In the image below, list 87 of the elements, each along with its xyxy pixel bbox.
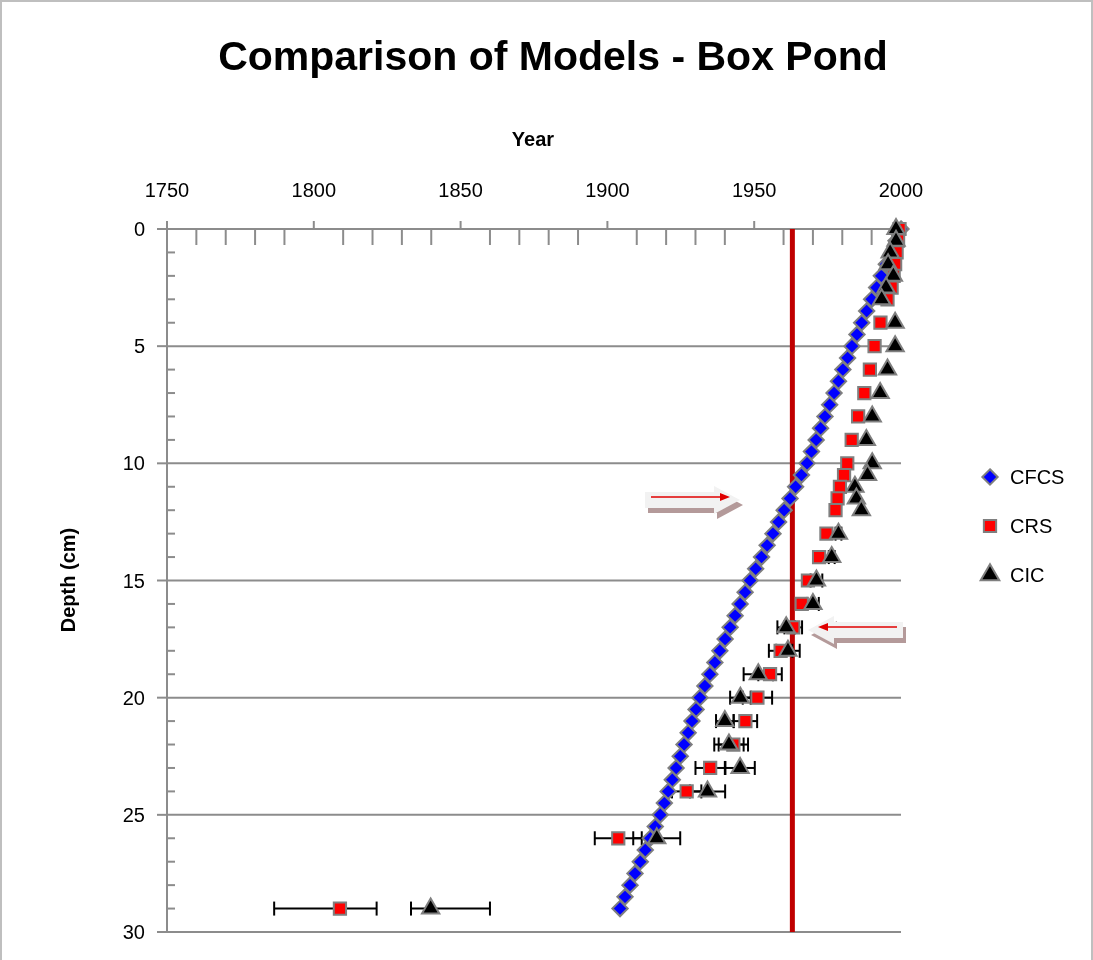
point bbox=[867, 339, 882, 354]
point bbox=[820, 396, 839, 414]
legend-label: CFCS bbox=[1010, 466, 1065, 488]
point bbox=[775, 501, 793, 519]
y-tick-label: 30 bbox=[122, 921, 145, 943]
point bbox=[750, 690, 765, 705]
point bbox=[838, 349, 857, 367]
point bbox=[747, 560, 765, 578]
point bbox=[332, 901, 348, 916]
point bbox=[706, 653, 724, 672]
y-tick-label: 0 bbox=[133, 218, 145, 240]
point bbox=[651, 806, 669, 824]
point bbox=[769, 513, 788, 531]
point bbox=[885, 335, 905, 353]
point bbox=[843, 337, 861, 355]
point bbox=[816, 407, 834, 426]
y-tick-label: 10 bbox=[122, 452, 145, 475]
point bbox=[781, 489, 799, 508]
point bbox=[738, 713, 753, 729]
y-tick-label: 20 bbox=[122, 686, 145, 709]
legend-label: CIC bbox=[1010, 564, 1045, 586]
point bbox=[675, 735, 693, 754]
x-tick-label: 1850 bbox=[438, 179, 483, 201]
point bbox=[822, 546, 842, 564]
y-tick-label: 25 bbox=[122, 803, 145, 826]
point bbox=[659, 782, 677, 801]
point bbox=[716, 630, 734, 648]
point bbox=[741, 571, 759, 590]
x-axis-title: Year bbox=[511, 128, 555, 150]
point bbox=[848, 325, 866, 344]
point bbox=[611, 899, 629, 918]
point bbox=[851, 409, 866, 424]
chart-title: Comparison of Models - Box Pond bbox=[218, 33, 888, 79]
point bbox=[626, 864, 644, 883]
point bbox=[830, 491, 845, 506]
point bbox=[611, 831, 626, 846]
point bbox=[679, 724, 697, 742]
point bbox=[862, 362, 877, 377]
point bbox=[663, 771, 681, 789]
point bbox=[752, 548, 771, 566]
point bbox=[687, 700, 705, 719]
point bbox=[703, 760, 718, 776]
point bbox=[631, 853, 649, 871]
point bbox=[679, 784, 694, 799]
point bbox=[873, 315, 888, 330]
point bbox=[683, 712, 701, 730]
point bbox=[786, 478, 805, 496]
point bbox=[696, 677, 714, 695]
point bbox=[711, 642, 729, 660]
point bbox=[671, 747, 689, 765]
legend-label: CRS bbox=[1010, 515, 1053, 537]
x-tick-label: 2000 bbox=[878, 179, 924, 201]
point bbox=[811, 419, 830, 437]
point bbox=[636, 841, 654, 859]
point bbox=[792, 466, 811, 484]
point bbox=[721, 618, 739, 637]
point bbox=[616, 888, 634, 906]
point bbox=[621, 876, 639, 894]
x-tick-label: 1900 bbox=[585, 179, 630, 201]
y-axis-title: Depth (cm) bbox=[57, 527, 79, 633]
x-tick-label: 1800 bbox=[291, 179, 337, 201]
point bbox=[655, 794, 674, 812]
point bbox=[844, 432, 859, 448]
point bbox=[829, 372, 848, 390]
y-tick-label: 5 bbox=[133, 335, 145, 358]
point bbox=[726, 606, 744, 625]
point bbox=[834, 360, 852, 379]
point bbox=[828, 503, 843, 518]
point bbox=[758, 536, 776, 555]
point bbox=[825, 384, 843, 402]
point bbox=[857, 464, 878, 482]
point bbox=[870, 382, 890, 400]
point bbox=[701, 665, 719, 683]
point bbox=[691, 689, 709, 707]
point bbox=[807, 431, 825, 449]
x-tick-label: 1750 bbox=[144, 179, 190, 201]
point bbox=[857, 385, 872, 401]
x-tick-label: 1950 bbox=[731, 179, 777, 201]
point bbox=[802, 442, 821, 461]
y-tick-label: 15 bbox=[122, 569, 145, 592]
point bbox=[764, 524, 782, 543]
point bbox=[736, 583, 754, 601]
point bbox=[731, 595, 749, 613]
point bbox=[857, 302, 876, 320]
point bbox=[798, 454, 816, 472]
point bbox=[852, 314, 871, 332]
point bbox=[667, 759, 685, 777]
